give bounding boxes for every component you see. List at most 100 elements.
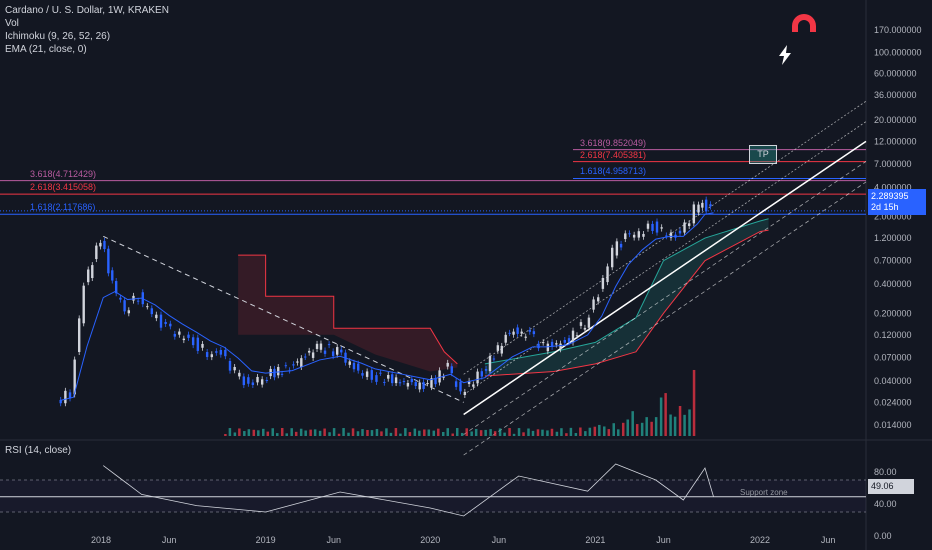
candle-body — [296, 361, 299, 363]
candle-body — [370, 370, 373, 380]
candle-body — [87, 269, 90, 283]
fib-level-label: 3.618(4.712429) — [30, 168, 97, 179]
candle-body — [583, 327, 587, 330]
candle-body — [692, 204, 696, 224]
candle-body — [500, 345, 503, 354]
candle-body — [233, 366, 236, 371]
volume-bar — [555, 431, 559, 436]
symbol-title[interactable]: Cardano / U. S. Dollar, 1W, KRAKEN — [5, 5, 169, 16]
volume-bar — [285, 433, 288, 436]
candle-body — [704, 199, 708, 212]
volume-bar — [313, 429, 317, 436]
candle-body — [537, 343, 540, 349]
volume-bar — [413, 428, 417, 436]
candle-body — [592, 299, 595, 310]
downtrend-line — [103, 235, 464, 403]
volume-bar — [531, 430, 535, 436]
volume-bar — [621, 422, 625, 436]
candle-body — [709, 204, 712, 207]
volume-bar — [593, 426, 597, 436]
x-tick-label: 2019 — [256, 535, 276, 545]
volume-bar — [262, 428, 265, 436]
candle-body — [77, 318, 81, 353]
y-tick-label: 2.000000 — [874, 212, 912, 222]
candle-body — [119, 297, 122, 300]
take-profit-box[interactable]: TP — [749, 145, 777, 164]
volume-bar — [404, 428, 407, 436]
y-tick-label: 0.200000 — [874, 308, 912, 318]
y-tick-label: 0.014000 — [874, 420, 912, 430]
channel-line — [463, 100, 867, 375]
candle-body — [64, 390, 67, 404]
volume-bar — [645, 417, 648, 436]
volume-bar — [598, 424, 601, 436]
volume-bar — [635, 424, 639, 436]
rsi-legend[interactable]: RSI (14, close) — [5, 445, 72, 456]
y-tick-label: 36.000000 — [874, 90, 917, 100]
candle-body — [155, 314, 158, 319]
volume-bar — [356, 431, 360, 436]
candle-body — [361, 373, 364, 376]
volume-bar — [299, 428, 303, 436]
candle-body — [434, 378, 437, 385]
volume-bar — [588, 427, 592, 436]
volume-bar — [276, 433, 279, 436]
candle-body — [273, 368, 276, 378]
rsi-tick-label: 80.00 — [874, 467, 897, 477]
volume-legend[interactable]: Vol — [5, 18, 19, 29]
candle-body — [660, 227, 663, 229]
volume-bar — [460, 432, 464, 436]
y-tick-label: 7.000000 — [874, 159, 912, 169]
candle-body — [624, 233, 627, 240]
volume-bar — [508, 428, 511, 436]
volume-bar — [423, 429, 426, 436]
volume-bar — [503, 432, 506, 436]
candle-body — [488, 355, 492, 372]
x-tick-label: 2021 — [585, 535, 605, 545]
candle-body — [111, 270, 114, 281]
candle-body — [665, 235, 668, 237]
candle-body — [215, 351, 218, 353]
y-tick-label: 20.000000 — [874, 115, 917, 125]
candle-body — [410, 378, 414, 383]
candle-body — [238, 372, 241, 377]
candle-body — [683, 222, 686, 233]
x-tick-label: Jun — [326, 535, 341, 545]
candle-body — [91, 265, 94, 279]
candle-body — [541, 342, 545, 344]
candle-body — [103, 240, 106, 250]
volume-bar — [380, 431, 383, 436]
volume-bar — [631, 411, 634, 436]
volume-bar — [692, 369, 696, 436]
candle-body — [219, 350, 223, 355]
volume-bar — [332, 428, 336, 436]
candle-body — [178, 331, 181, 335]
y-tick-label: 4.000000 — [874, 182, 912, 192]
volume-bar — [569, 427, 573, 436]
candle-body — [99, 242, 102, 247]
x-axis: 2018 Jun 2019 Jun 2020 Jun 2021 Jun 2022 Jun — [91, 535, 835, 545]
bar-countdown: 2d 15h — [871, 202, 899, 212]
candle-body — [146, 306, 149, 308]
candle-body — [182, 338, 186, 341]
lightning-icon[interactable] — [775, 44, 795, 66]
candle-body — [210, 354, 214, 358]
candle-body — [406, 383, 410, 387]
candle-body — [642, 233, 645, 237]
candle-body — [454, 381, 458, 387]
ichimoku-legend[interactable]: Ichimoku (9, 26, 52, 26) — [5, 31, 111, 42]
y-tick-label: 0.070000 — [874, 352, 912, 362]
candle-body — [559, 343, 562, 350]
kumo-upper-edge — [238, 254, 458, 365]
rsi-band — [0, 480, 866, 512]
candle-body — [426, 383, 429, 385]
volume-bar — [408, 432, 412, 436]
candle-body — [247, 377, 250, 384]
volume-bar — [385, 428, 388, 436]
rsi-value-tag: 49.06 — [868, 479, 914, 494]
volume-bar — [640, 422, 644, 436]
magnet-icon[interactable] — [784, 4, 824, 36]
ema-legend[interactable]: EMA (21, close, 0) — [5, 44, 87, 55]
